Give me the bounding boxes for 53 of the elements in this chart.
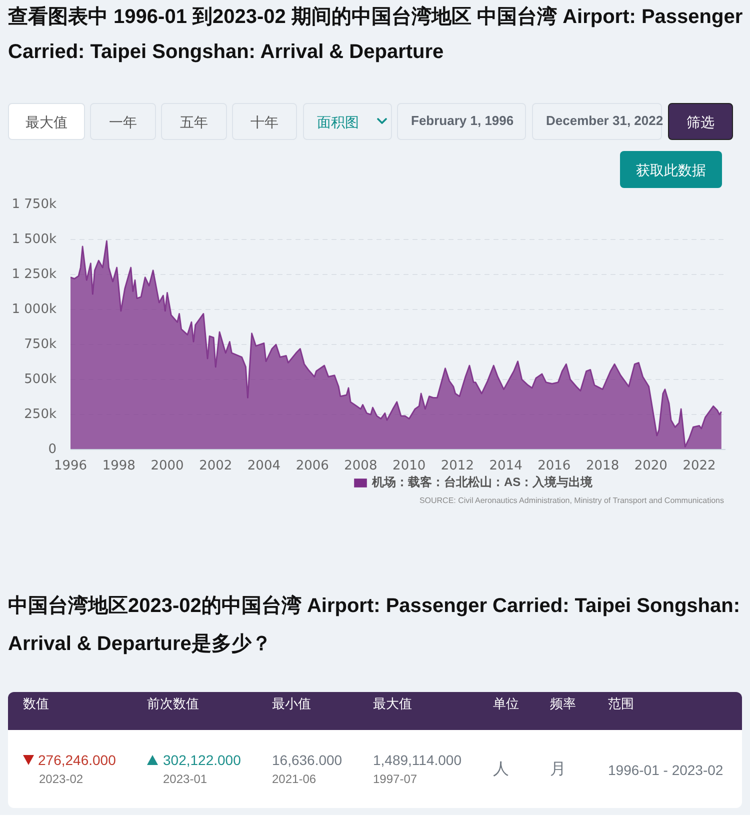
text: 2023-02	[39, 771, 84, 788]
date-input: December 31, 2022	[532, 103, 662, 140]
text: 人	[493, 760, 509, 780]
text: 月	[550, 760, 566, 780]
x-tick-label: 2010	[392, 458, 426, 474]
x-tick-label: 2000	[150, 458, 184, 474]
button: 获取此数据	[620, 151, 722, 188]
legend-label: 机场：载客：台北松山：AS：入境与出境	[372, 474, 593, 491]
y-tick-label: 500k	[24, 372, 57, 387]
text: 1,489,114.000	[373, 751, 462, 770]
text: 单位	[493, 695, 519, 713]
x-tick-label: 1998	[102, 458, 136, 474]
text: 范围	[608, 695, 634, 713]
x-tick-label: 2016	[538, 458, 571, 474]
date-input: February 1, 1996	[397, 103, 526, 140]
text: 16,636.000	[272, 751, 342, 770]
text: 2023-01	[163, 771, 208, 788]
text: 前次数值	[147, 695, 199, 713]
x-tick-label: 2018	[586, 458, 620, 474]
y-tick-label: 0	[48, 442, 57, 457]
text: 数值	[23, 695, 49, 713]
button: 最大值	[8, 103, 85, 140]
y-tick-label: 750k	[24, 337, 57, 352]
x-tick-label: 2012	[440, 458, 474, 474]
chart-title: 查看图表中 1996-01 到2023-02 期间的中国台湾地区 中国台湾 Airport: Passenger Carried: Taipei Songshan: Arrival & Departure	[8, 4, 744, 65]
button: 筛选	[668, 103, 733, 140]
button: 五年	[161, 103, 227, 140]
text: 最大值	[373, 695, 412, 713]
y-tick-label: 1 750k	[12, 197, 57, 212]
x-tick-label: 1996	[54, 458, 88, 474]
text: 1997-07	[373, 771, 418, 788]
text: 最小值	[272, 695, 311, 713]
y-tick-label: 1 250k	[12, 267, 57, 282]
text: 频率	[550, 695, 576, 713]
x-tick-label: 2014	[489, 458, 522, 474]
text: 中国台湾地区2023-02的中国台湾 Airport: Passenger Carried: Taipei Songshan: Arrival & Departure是多少？	[8, 594, 742, 657]
y-tick-label: 250k	[24, 407, 57, 422]
button: 一年	[90, 103, 156, 140]
x-tick-label: 2022	[682, 458, 716, 474]
x-tick-label: 2008	[344, 458, 378, 474]
x-tick-label: 2002	[199, 458, 232, 474]
x-tick-label: 2006	[296, 458, 329, 474]
x-tick-label: 2020	[634, 458, 668, 474]
text: 2021-06	[272, 771, 316, 788]
text: 276,246.000	[38, 751, 116, 770]
y-tick-label: 1 500k	[12, 232, 57, 247]
button: 十年	[232, 103, 297, 140]
text: 1996-01 - 2023-02	[608, 761, 724, 780]
x-tick-label: 2004	[247, 458, 281, 474]
y-tick-label: 1 000k	[12, 302, 57, 317]
dropdown: 面积图	[303, 103, 392, 140]
source-note: SOURCE: Civil Aeronautics Administration, Ministry of Transport and Communications	[419, 496, 724, 506]
text: 302,122.000	[163, 751, 241, 770]
